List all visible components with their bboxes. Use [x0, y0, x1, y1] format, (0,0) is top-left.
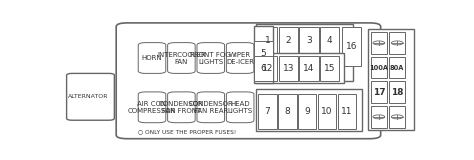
Bar: [254, 41, 273, 66]
Bar: [318, 94, 336, 129]
Text: 5: 5: [261, 49, 266, 58]
Text: 2: 2: [286, 36, 292, 45]
Bar: [258, 94, 277, 129]
Bar: [300, 56, 319, 81]
Text: WIPER
DE-ICER: WIPER DE-ICER: [226, 52, 254, 64]
Text: ○ ONLY USE THE PROPER FUSES!: ○ ONLY USE THE PROPER FUSES!: [138, 129, 237, 134]
Text: 80A: 80A: [390, 64, 404, 71]
Bar: [320, 27, 339, 54]
Text: HORN: HORN: [142, 55, 162, 61]
Bar: [389, 106, 405, 128]
Text: 9: 9: [304, 107, 310, 116]
Bar: [258, 27, 277, 54]
Bar: [389, 32, 405, 54]
Bar: [371, 106, 387, 128]
Text: 15: 15: [324, 64, 336, 73]
Bar: [278, 94, 297, 129]
Bar: [389, 81, 405, 103]
FancyBboxPatch shape: [138, 43, 166, 73]
Bar: [254, 56, 273, 81]
Text: 16: 16: [346, 42, 357, 51]
FancyBboxPatch shape: [168, 92, 195, 123]
FancyBboxPatch shape: [227, 92, 254, 123]
Bar: [254, 26, 273, 83]
Text: HEAD
LIGHTS: HEAD LIGHTS: [228, 101, 253, 114]
Text: 11: 11: [341, 107, 353, 116]
Bar: [279, 27, 298, 54]
Bar: [368, 29, 414, 130]
Text: 14: 14: [303, 64, 315, 73]
Text: ALTERNATOR: ALTERNATOR: [68, 94, 109, 99]
Text: 8: 8: [284, 107, 290, 116]
Text: INTERCOOLER
FAN: INTERCOOLER FAN: [157, 52, 206, 64]
Text: 4: 4: [327, 36, 332, 45]
Bar: [256, 89, 362, 131]
Bar: [256, 24, 353, 81]
FancyBboxPatch shape: [66, 73, 114, 120]
Text: FRONT FOG
LIGHTS: FRONT FOG LIGHTS: [191, 52, 231, 64]
FancyBboxPatch shape: [197, 92, 225, 123]
FancyBboxPatch shape: [116, 23, 381, 139]
Text: CONDENSOR
FAN REAR: CONDENSOR FAN REAR: [188, 101, 233, 114]
Bar: [279, 56, 298, 81]
Bar: [298, 94, 317, 129]
Bar: [371, 32, 387, 54]
Text: 18: 18: [391, 88, 403, 97]
Text: 6: 6: [261, 64, 266, 73]
FancyBboxPatch shape: [197, 43, 225, 73]
Text: 7: 7: [264, 107, 270, 116]
Text: AIR CON
COMPRESSOR: AIR CON COMPRESSOR: [128, 101, 176, 114]
Text: 1: 1: [265, 36, 271, 45]
FancyBboxPatch shape: [227, 43, 254, 73]
Text: 10: 10: [321, 107, 333, 116]
Bar: [320, 56, 339, 81]
Bar: [389, 57, 405, 78]
Bar: [258, 56, 277, 81]
Bar: [342, 27, 361, 66]
FancyBboxPatch shape: [168, 43, 195, 73]
Text: 17: 17: [373, 88, 385, 97]
Bar: [300, 27, 319, 54]
Text: 13: 13: [283, 64, 294, 73]
Text: 12: 12: [262, 64, 273, 73]
Text: 100A: 100A: [369, 64, 388, 71]
Bar: [256, 53, 344, 83]
Bar: [371, 81, 387, 103]
Text: CONDENSOR
FAN FRONT: CONDENSOR FAN FRONT: [159, 101, 204, 114]
Bar: [337, 94, 356, 129]
Text: 3: 3: [306, 36, 312, 45]
FancyBboxPatch shape: [138, 92, 166, 123]
Bar: [371, 57, 387, 78]
